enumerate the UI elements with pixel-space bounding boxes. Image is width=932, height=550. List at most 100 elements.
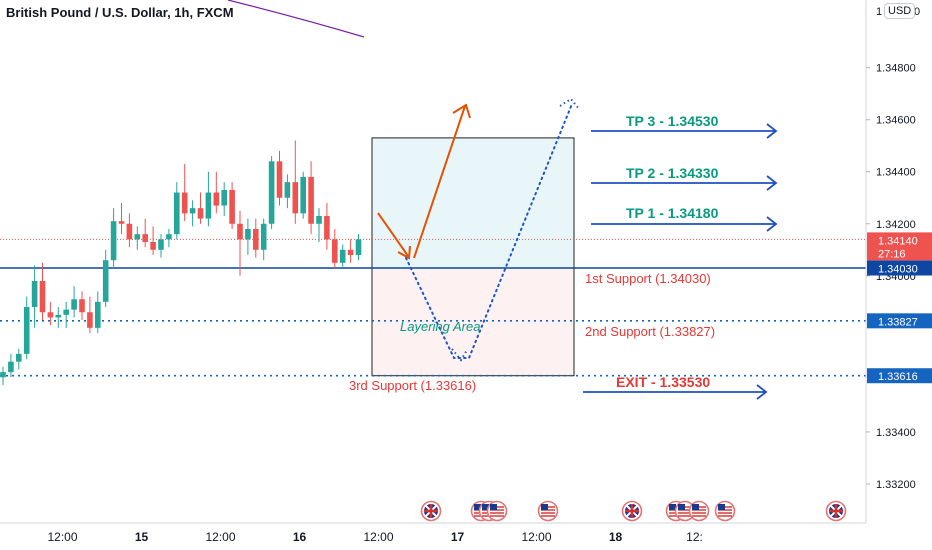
candle-body <box>118 221 125 224</box>
candle-body <box>253 228 259 250</box>
uk-flag-icon[interactable] <box>420 500 442 522</box>
time-tick-label: 12: <box>686 530 703 544</box>
candle-body <box>213 192 220 206</box>
flag-canton <box>482 504 489 510</box>
flag-canton <box>474 504 481 510</box>
price-tick-label: 1.33400 <box>876 427 916 439</box>
candle-body <box>284 182 291 198</box>
price-tick-label: 1 <box>876 6 882 18</box>
time-tick-label: 12:00 <box>205 530 235 544</box>
us-flag-icon[interactable] <box>486 500 508 522</box>
candle-body <box>16 353 22 362</box>
candle-body <box>39 281 46 313</box>
price-tick-label: 1.33200 <box>876 479 916 491</box>
dotted-arrowhead-low <box>451 348 468 362</box>
candle-body <box>355 239 362 255</box>
time-tick-label: 12:00 <box>363 530 393 544</box>
candle-body <box>347 249 354 255</box>
orange-arrow-down <box>377 212 409 257</box>
flag-canton <box>678 504 685 510</box>
currency-button[interactable]: USD <box>884 3 916 19</box>
candle-body <box>308 176 314 224</box>
orange-arrow-up <box>413 105 466 259</box>
layering-boxes <box>371 137 575 377</box>
candle-body <box>205 192 212 219</box>
support1-tag-bg <box>867 260 932 276</box>
price-tick-label: 1.34200 <box>876 219 916 231</box>
candle-body <box>292 182 299 214</box>
current-price-tag-text: 1.34140 <box>878 235 918 247</box>
moving-average <box>227 0 365 38</box>
candle-body <box>181 192 188 214</box>
candle-body <box>31 281 38 308</box>
candle-body <box>110 221 117 261</box>
uk-flag-icon[interactable] <box>621 500 643 522</box>
time-tick-label: 17 <box>451 530 465 544</box>
flag-canton <box>692 504 699 510</box>
tp3-arrow-head <box>766 123 778 139</box>
candle-body <box>0 372 6 378</box>
orange-arrowhead-up <box>452 103 471 119</box>
tp1-arrow-head <box>766 216 778 232</box>
time-tick-label: 15 <box>135 530 149 544</box>
candle-body <box>47 312 54 318</box>
candle-body <box>276 161 283 198</box>
candle-body <box>237 223 243 240</box>
candle-body <box>87 312 93 328</box>
candle-body <box>189 208 196 214</box>
candle-body <box>79 299 85 313</box>
price-tick-label: 1.34400 <box>876 167 916 179</box>
candle-body <box>221 189 227 206</box>
support2-tag-text: 1.33827 <box>878 316 918 328</box>
layering-area-label: Layering Area <box>400 319 480 334</box>
candle-body <box>158 239 164 250</box>
economic-events[interactable] <box>420 500 847 522</box>
tp3-label: TP 3 - 1.34530 <box>626 113 719 129</box>
time-tick-label: 18 <box>609 530 623 544</box>
us-flag-icon[interactable] <box>537 500 559 522</box>
candle-body <box>245 228 251 240</box>
support3-label: 3rd Support (1.33616) <box>349 378 476 393</box>
candle-body <box>229 189 235 224</box>
current-price-tag-bg <box>867 232 932 261</box>
candle-body <box>268 161 275 224</box>
us-flag-icon[interactable] <box>674 500 696 522</box>
orange-arrowhead-down <box>397 245 411 260</box>
price-tick-label: 0 <box>914 6 920 18</box>
candle-body <box>134 234 141 240</box>
us-flag-icon[interactable] <box>688 500 710 522</box>
time-axis[interactable]: 12:00 15 12:00 16 12:00 17 12:00 18 12: <box>0 522 866 544</box>
candle-body <box>71 299 77 310</box>
target-zone-box <box>371 137 575 269</box>
candle-body <box>150 241 156 250</box>
support3-tag-text: 1.33616 <box>878 371 918 383</box>
candle-body <box>63 309 69 315</box>
exit-arrow-head <box>756 384 768 400</box>
candle-body <box>300 176 306 214</box>
chart-title: British Pound / U.S. Dollar, 1h, FXCM <box>6 5 234 20</box>
layering-area-box <box>371 267 575 377</box>
flag-canton <box>490 504 497 510</box>
candle-body <box>95 301 101 328</box>
flag-canton <box>541 504 548 510</box>
support2-label: 2nd Support (1.33827) <box>585 324 715 339</box>
candle-body <box>142 234 148 242</box>
support2-tag-bg <box>867 313 932 329</box>
candle-body <box>23 307 30 354</box>
flag-canton <box>718 504 725 510</box>
price-axis[interactable]: 1.348001.346001.344001.342001.340001.334… <box>865 0 932 550</box>
tp2-arrow-head <box>766 175 778 191</box>
candle-body <box>260 223 267 250</box>
price-tick-label: 1.34800 <box>876 63 916 75</box>
candle-body <box>324 215 330 240</box>
us-flag-icon[interactable] <box>714 500 736 522</box>
exit-label: EXIT - 1.33530 <box>616 374 710 390</box>
time-tick-label: 16 <box>293 530 307 544</box>
candle-body <box>166 234 172 240</box>
uk-flag-icon[interactable] <box>825 500 847 522</box>
support3-tag-bg <box>867 368 932 384</box>
candle-body <box>332 239 338 263</box>
trade-drawings <box>377 97 778 400</box>
candle-body <box>174 192 180 235</box>
